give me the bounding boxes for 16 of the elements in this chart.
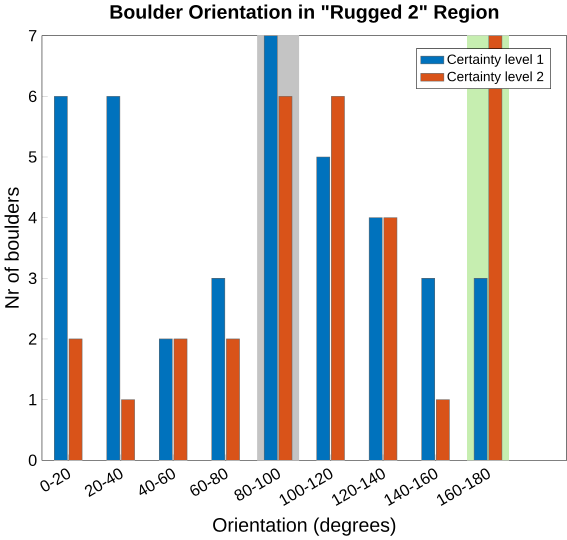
legend-label: Certainty level 1: [448, 54, 544, 67]
y-tick-label: 7: [28, 30, 36, 42]
y-tick-label: 2: [28, 333, 36, 345]
chart-title: Boulder Orientation in "Rugged 2" Region: [110, 4, 498, 23]
x-tick-label: 0-20: [40, 468, 70, 492]
y-axis-title: Nr of boulders: [4, 187, 19, 308]
legend-label: Certainty level 2: [448, 71, 544, 84]
y-tick-label: 6: [28, 90, 36, 102]
y-tick-label: 4: [28, 212, 37, 224]
y-tick-label: 0: [28, 454, 37, 466]
y-tick-label: 5: [28, 151, 36, 163]
x-tick-label: 60-80: [190, 468, 228, 496]
x-tick-label: 40-60: [140, 468, 176, 495]
y-tick-label: 1: [29, 394, 36, 406]
y-tick-label: 3: [28, 272, 36, 284]
x-axis-title: Orientation (degrees): [213, 517, 396, 536]
